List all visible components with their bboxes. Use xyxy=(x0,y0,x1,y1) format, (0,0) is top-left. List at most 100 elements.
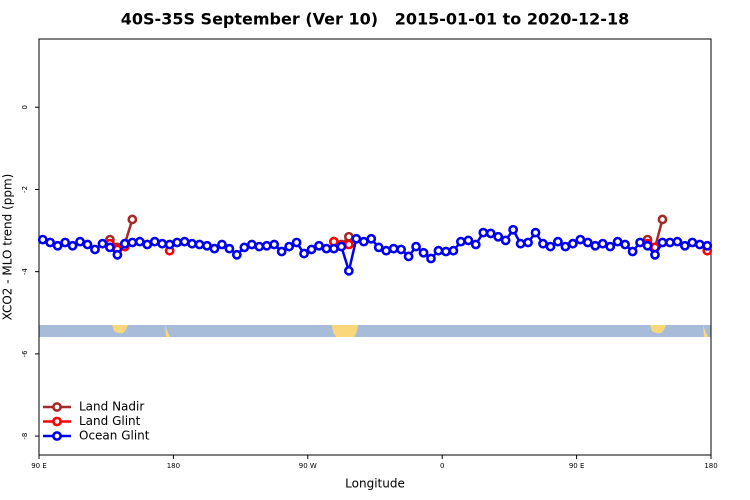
point xyxy=(590,240,601,251)
point xyxy=(672,236,683,247)
point xyxy=(388,243,399,254)
point xyxy=(433,245,444,256)
point xyxy=(478,227,489,238)
chart-title: 40S-35S September (Ver 10) 2015-01-01 to… xyxy=(121,10,629,29)
point xyxy=(164,239,175,250)
legend-marker xyxy=(52,416,62,427)
point xyxy=(217,239,227,250)
point xyxy=(657,214,668,225)
point xyxy=(485,228,496,239)
point xyxy=(149,236,160,247)
point xyxy=(403,251,414,262)
point xyxy=(538,238,548,249)
x-tick-label: 90 W xyxy=(299,462,317,470)
point xyxy=(314,240,324,251)
x-tick-label: 180 xyxy=(704,462,717,470)
x-tick-label: 180 xyxy=(167,462,180,470)
point xyxy=(411,241,421,252)
point xyxy=(224,243,235,254)
point xyxy=(231,249,242,260)
legend-label: Land Glint xyxy=(79,414,141,428)
point xyxy=(687,237,698,248)
point xyxy=(665,237,675,248)
y-tick-label: -6 xyxy=(21,350,29,358)
point xyxy=(448,245,459,256)
x-tick-label: 90 E xyxy=(569,462,585,470)
point xyxy=(209,243,220,254)
legend-marker xyxy=(52,402,62,412)
y-tick-label: -8 xyxy=(21,433,29,440)
x-tick-label: 90 E xyxy=(31,462,47,470)
point xyxy=(553,236,563,247)
point xyxy=(426,253,436,264)
point xyxy=(343,239,354,250)
point xyxy=(336,241,347,252)
point xyxy=(37,234,48,245)
point xyxy=(351,233,362,244)
legend-label: Ocean Glint xyxy=(79,429,150,443)
point xyxy=(373,242,384,253)
point xyxy=(97,238,108,249)
point xyxy=(418,247,429,258)
point xyxy=(321,243,332,254)
point xyxy=(657,237,668,248)
point xyxy=(627,246,638,257)
point xyxy=(530,227,541,238)
point xyxy=(134,236,145,247)
point xyxy=(567,238,578,249)
point xyxy=(299,248,309,259)
point xyxy=(560,241,571,252)
point xyxy=(612,236,623,247)
point xyxy=(493,231,504,242)
point xyxy=(254,241,265,252)
point xyxy=(381,245,392,256)
point xyxy=(127,237,138,248)
point xyxy=(605,241,616,252)
point xyxy=(575,234,586,245)
point xyxy=(187,238,197,249)
point xyxy=(246,239,257,250)
point xyxy=(470,239,481,250)
point xyxy=(60,237,71,248)
point xyxy=(702,240,713,251)
point xyxy=(343,265,354,276)
y-axis-label: XCO2 - MLO trend (ppm) xyxy=(1,174,15,321)
point xyxy=(119,238,130,249)
point xyxy=(463,235,474,246)
point xyxy=(366,233,377,244)
point xyxy=(90,244,100,255)
point xyxy=(582,237,593,248)
point xyxy=(545,241,556,252)
x-tick-label: 0 xyxy=(440,462,444,470)
point xyxy=(82,239,93,250)
y-tick-label: -4 xyxy=(21,268,29,276)
point xyxy=(508,224,519,235)
point xyxy=(597,238,608,249)
legend-marker xyxy=(52,431,62,441)
series xyxy=(37,224,713,276)
point xyxy=(620,239,631,250)
point xyxy=(396,244,407,255)
x-axis-label: Longitude xyxy=(345,477,405,491)
point xyxy=(67,240,78,251)
point xyxy=(650,249,660,260)
point xyxy=(269,239,280,250)
point xyxy=(127,214,138,225)
point xyxy=(500,235,511,246)
point xyxy=(694,239,705,250)
point xyxy=(112,249,123,260)
point xyxy=(276,246,287,257)
point xyxy=(291,237,302,248)
point xyxy=(642,240,653,251)
point xyxy=(329,243,339,254)
point xyxy=(261,240,272,251)
point xyxy=(52,240,63,251)
point xyxy=(523,237,533,248)
point xyxy=(172,237,183,248)
point xyxy=(142,239,153,250)
map-strip xyxy=(39,325,711,337)
point xyxy=(45,237,56,248)
point xyxy=(515,238,526,249)
